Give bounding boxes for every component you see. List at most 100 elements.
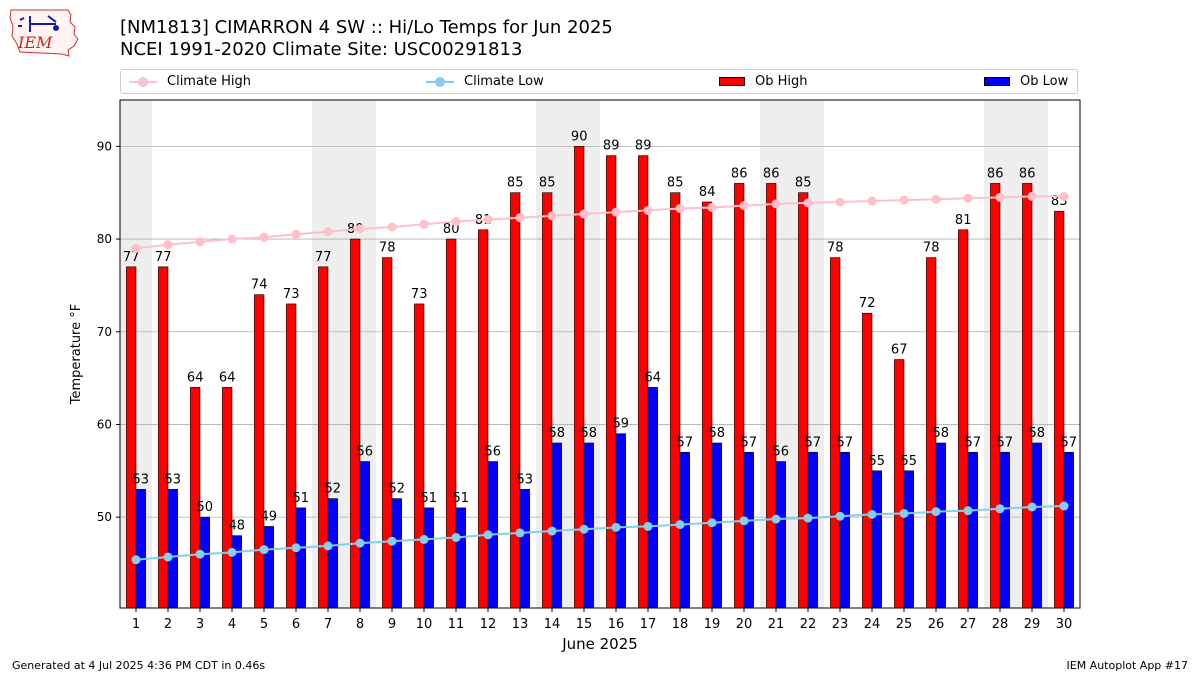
point-climate-low	[931, 507, 941, 517]
x-tick-label: 27	[960, 617, 977, 632]
x-tick-label: 13	[512, 617, 529, 632]
bar-ob-high	[446, 238, 457, 609]
point-climate-high	[547, 211, 557, 221]
generated-timestamp: Generated at 4 Jul 2025 4:36 PM CDT in 0…	[12, 659, 266, 672]
data-label-ob-high: 86	[731, 166, 748, 181]
data-label-ob-low: 51	[293, 491, 310, 506]
svg-text:IEM: IEM	[17, 33, 53, 52]
bar-ob-high	[382, 257, 393, 609]
x-tick-label: 29	[1024, 617, 1041, 632]
legend-label-ob-low: Ob Low	[1020, 74, 1069, 89]
bar-ob-high	[286, 303, 297, 609]
point-climate-high	[739, 201, 749, 211]
bar-ob-low	[999, 451, 1010, 609]
bar-ob-high	[1022, 183, 1033, 609]
bar-ob-high	[542, 192, 553, 609]
bar-ob-high	[254, 294, 265, 609]
bar-ob-low	[391, 498, 402, 609]
legend-item-climate-low: Climate Low	[426, 70, 544, 93]
data-label-ob-high: 86	[1019, 166, 1036, 181]
data-label-ob-low: 57	[965, 435, 982, 450]
point-climate-low	[323, 541, 333, 551]
point-climate-low	[387, 536, 397, 546]
data-label-ob-high: 89	[635, 139, 652, 154]
point-climate-high	[643, 205, 653, 215]
bar-ob-high	[318, 266, 329, 609]
point-climate-high	[995, 192, 1005, 202]
x-tick-label: 10	[416, 617, 433, 632]
bar-ob-high	[958, 229, 969, 609]
legend-label-climate-high: Climate High	[167, 74, 252, 89]
bar-ob-low	[935, 442, 946, 609]
iem-logo: IEM	[9, 9, 79, 57]
x-tick-label: 5	[260, 617, 268, 632]
bar-ob-low	[967, 451, 978, 609]
point-climate-high	[931, 194, 941, 204]
bar-ob-high	[798, 192, 809, 609]
x-tick-label: 16	[608, 617, 625, 632]
data-label-ob-low: 55	[869, 454, 886, 469]
data-label-ob-high: 73	[283, 287, 300, 302]
bar-ob-low	[679, 451, 690, 609]
x-tick-label: 21	[768, 617, 785, 632]
y-tick-label: 70	[97, 325, 112, 339]
chart-subtitle: NCEI 1991-2020 Climate Site: USC00291813	[120, 39, 523, 60]
y-tick-label: 60	[97, 417, 112, 431]
point-climate-high	[867, 196, 877, 206]
point-climate-high	[1027, 191, 1037, 201]
point-climate-high	[387, 222, 397, 232]
point-climate-high	[611, 207, 621, 217]
x-tick-label: 17	[640, 617, 657, 632]
point-climate-low	[547, 526, 557, 536]
legend-item-ob-low: Ob Low	[984, 70, 1068, 93]
point-climate-high	[707, 203, 717, 213]
x-tick-label: 26	[928, 617, 945, 632]
data-label-ob-low: 64	[645, 370, 662, 385]
legend-marker-climate-low	[426, 76, 454, 87]
bar-ob-high	[670, 192, 681, 609]
bar-ob-low	[327, 498, 338, 609]
line-climate-low	[135, 505, 1065, 561]
point-climate-high	[291, 229, 301, 239]
point-climate-low	[611, 522, 621, 532]
x-tick-label: 3	[196, 617, 204, 632]
bar-ob-low	[647, 387, 658, 609]
data-label-ob-low: 53	[165, 472, 182, 487]
point-climate-high	[483, 215, 493, 225]
legend-label-ob-high: Ob High	[755, 74, 808, 89]
point-climate-low	[579, 524, 589, 534]
point-climate-low	[355, 538, 365, 548]
data-label-ob-high: 85	[507, 176, 524, 191]
point-climate-high	[803, 198, 813, 208]
data-label-ob-high: 64	[187, 370, 204, 385]
data-label-ob-low: 51	[421, 491, 438, 506]
point-climate-high	[419, 219, 429, 229]
data-label-ob-high: 77	[155, 250, 172, 265]
bar-ob-low	[423, 507, 434, 609]
bar-ob-high	[350, 238, 361, 609]
legend-item-climate-high: Climate High	[129, 70, 251, 93]
bar-ob-low	[1063, 451, 1074, 609]
point-climate-high	[771, 199, 781, 209]
chart-title: [NM1813] CIMARRON 4 SW :: Hi/Lo Temps fo…	[120, 17, 613, 38]
bar-ob-high	[478, 229, 489, 609]
bar-ob-high	[414, 303, 425, 609]
bar-ob-low	[167, 489, 178, 609]
bar-ob-low	[199, 516, 210, 609]
data-label-ob-high: 85	[667, 176, 684, 191]
data-label-ob-low: 59	[613, 417, 630, 432]
data-label-ob-low: 58	[709, 426, 726, 441]
data-label-ob-low: 56	[357, 445, 374, 460]
x-tick-label: 23	[832, 617, 849, 632]
data-label-ob-high: 84	[699, 185, 716, 200]
data-label-ob-low: 50	[197, 500, 214, 515]
bar-ob-high	[1054, 210, 1065, 609]
bar-ob-low	[359, 461, 370, 609]
bar-ob-high	[606, 155, 617, 609]
point-climate-low	[899, 508, 909, 518]
bar-ob-high	[990, 183, 1001, 609]
data-label-ob-low: 53	[133, 472, 150, 487]
point-climate-high	[579, 209, 589, 219]
bar-ob-low	[615, 433, 626, 609]
